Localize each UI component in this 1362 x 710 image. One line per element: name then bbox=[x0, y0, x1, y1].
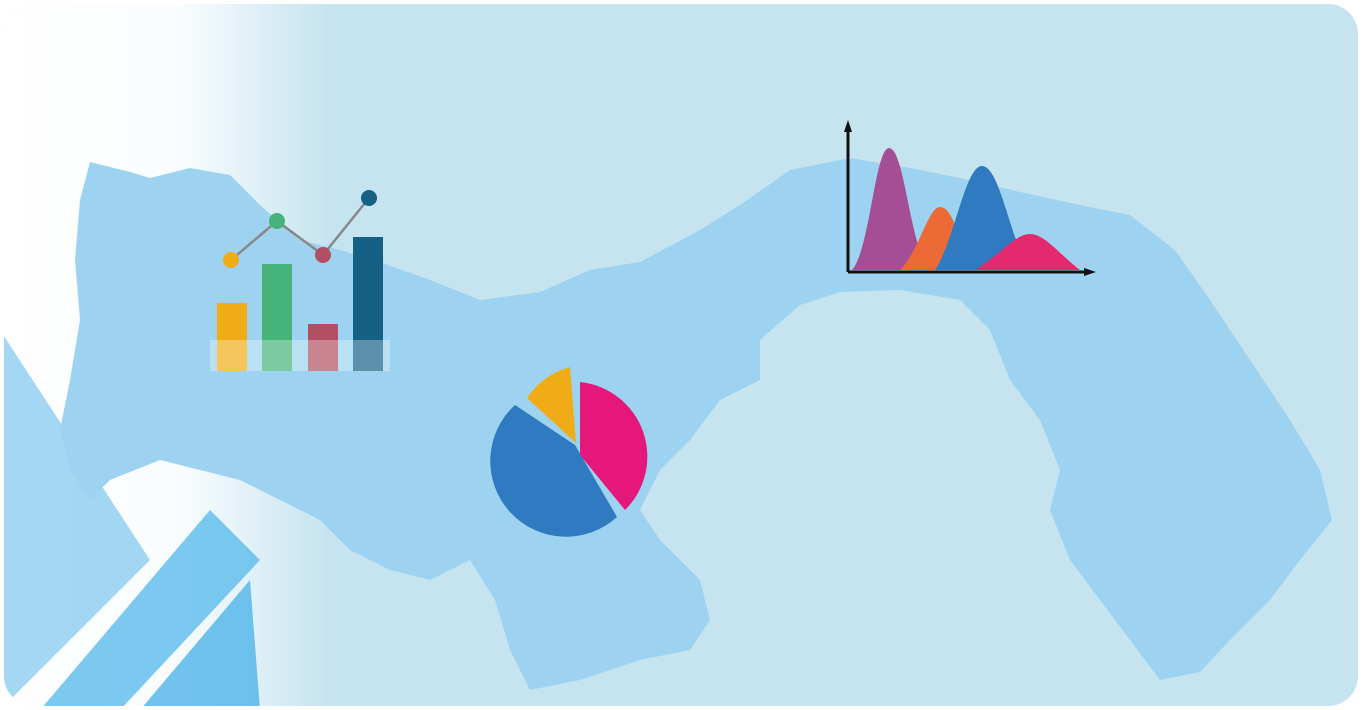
icon-bar bbox=[308, 324, 338, 371]
icon-bar bbox=[217, 303, 247, 371]
icon-bar bbox=[353, 237, 383, 371]
icon-shade bbox=[210, 340, 390, 371]
icon-line bbox=[230, 197, 370, 261]
icon-dot bbox=[361, 190, 377, 206]
icon-arrow bbox=[844, 120, 852, 132]
icon-bar bbox=[262, 264, 292, 371]
icon-curve bbox=[935, 166, 1030, 270]
chevron bbox=[4, 330, 150, 706]
chevron bbox=[40, 510, 260, 706]
icon-slice bbox=[490, 405, 617, 537]
icon-curve bbox=[852, 148, 930, 270]
icon-dot bbox=[315, 247, 331, 263]
icon-slice bbox=[580, 382, 648, 510]
chevron bbox=[140, 580, 260, 706]
icon-dot bbox=[223, 252, 239, 268]
icon-arrow bbox=[1084, 268, 1096, 276]
icon-dot bbox=[269, 213, 285, 229]
pie-icon bbox=[490, 367, 648, 537]
icon-curve bbox=[975, 234, 1080, 270]
density-icon bbox=[844, 120, 1096, 276]
icon-slice bbox=[527, 367, 576, 443]
bar-chart-icon bbox=[210, 190, 390, 371]
